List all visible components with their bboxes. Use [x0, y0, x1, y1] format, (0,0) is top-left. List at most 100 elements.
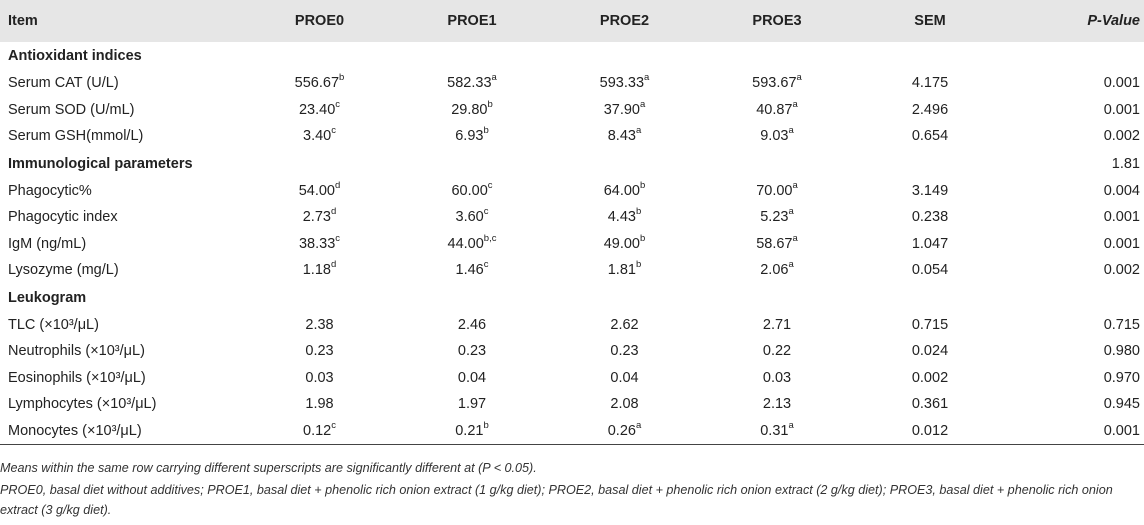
value-cell-proe0: 0.03: [242, 365, 397, 392]
cell-value: 0.23: [305, 343, 334, 360]
cell-value: 0.23: [457, 343, 487, 360]
value-cell-proe1: 29.80b: [397, 97, 547, 124]
value-cell-proe3: 70.00a: [702, 178, 852, 205]
value-cell-proe2: 1.81b: [547, 257, 702, 284]
value-cell-proe0: 54.00d: [242, 178, 397, 205]
table-row: Phagocytic index 2.73d 3.60c 4.43b 5.23a 0.23…: [0, 204, 1144, 231]
cell-value: 2.08: [610, 396, 639, 413]
row-item-label: Monocytes (×10³/μL): [0, 417, 242, 445]
sem-cell: 0.238: [911, 209, 949, 226]
cell-value: 2.62: [610, 316, 639, 333]
significance-superscript: d: [330, 259, 337, 271]
cell-value: 2.73: [302, 209, 331, 226]
cell-value: 9.03: [760, 128, 789, 145]
significance-superscript: a: [635, 125, 642, 137]
results-table: Item PROE0 PROE1 PROE2 PROE3 SEM P-Value…: [0, 0, 1144, 445]
significance-superscript: a: [792, 232, 798, 244]
p-value-cell: 0.002: [1103, 262, 1140, 279]
section-label: Antioxidant indices: [8, 48, 142, 64]
sem-cell: 0.012: [852, 417, 1008, 445]
sem-cell: 1.047: [911, 235, 949, 252]
value-cell-proe0: 38.33c: [242, 231, 397, 258]
sem-cell: 3.149: [911, 182, 949, 199]
cell-value: 5.23: [760, 209, 789, 226]
column-header-proe2: PROE2: [599, 13, 650, 29]
cell-value: 0.23: [610, 343, 639, 360]
value-cell-proe0: 2.38: [242, 312, 397, 339]
row-item-label: Serum SOD (U/mL): [8, 101, 135, 118]
cell-value: 0.03: [762, 369, 792, 386]
p-value-cell: 0.001: [1103, 235, 1140, 252]
column-header-p-value: P-Value: [1087, 13, 1140, 29]
table-row: Lysozyme (mg/L) 1.18d 1.46c 1.81b 2.06a 0.054…: [0, 257, 1144, 284]
section-p-value: 1.81: [1111, 155, 1140, 172]
cell-value: 6.93: [455, 128, 484, 145]
cell-value: 37.90: [603, 101, 640, 118]
section-row: Antioxidant indices: [0, 42, 1144, 70]
significance-superscript: b: [483, 125, 489, 137]
table-row: Phagocytic% 54.00d 60.00c 64.00b 70.00a 3.149…: [0, 178, 1144, 205]
cell-value: 2.71: [762, 316, 792, 333]
cell-value: 0.21: [455, 422, 484, 439]
value-cell-proe1: 582.33a: [397, 70, 547, 97]
significance-superscript: a: [792, 98, 798, 110]
p-value-cell: 0.002: [1103, 128, 1140, 145]
value-cell-proe3: 2.71: [702, 312, 852, 339]
value-cell-proe2: 8.43a: [547, 123, 702, 150]
cell-value: 2.13: [762, 396, 792, 413]
value-cell-proe1: 44.00b,c: [397, 231, 547, 258]
significance-superscript: a: [635, 419, 642, 431]
value-cell-proe2: 64.00b: [547, 178, 702, 205]
column-header-sem: SEM: [914, 13, 946, 29]
cell-value: 2.38: [305, 316, 334, 333]
cell-value: 1.98: [305, 396, 334, 413]
p-value-cell: 0.715: [1103, 316, 1140, 333]
significance-superscript: b: [640, 232, 646, 244]
column-header-item: Item: [8, 13, 38, 29]
value-cell-proe1: 0.04: [397, 365, 547, 392]
value-cell-proe3: 2.06a: [702, 257, 852, 284]
significance-superscript: b: [339, 72, 345, 84]
cell-value: 0.31: [760, 422, 789, 439]
cell-value: 3.40: [303, 128, 332, 145]
value-cell-proe1: 1.97: [397, 391, 547, 418]
p-value-cell: 0.980: [1103, 343, 1140, 360]
row-item-label: IgM (ng/mL): [8, 235, 87, 252]
value-cell-proe2: 4.43b: [547, 204, 702, 231]
significance-superscript: b: [635, 206, 642, 218]
value-cell-proe0: 0.12c: [242, 417, 397, 445]
value-cell-proe1: 2.46: [397, 312, 547, 339]
value-cell-proe0: 0.23: [242, 338, 397, 365]
significance-superscript: a: [491, 72, 497, 84]
significance-superscript: c: [483, 206, 489, 218]
cell-value: 593.67: [752, 75, 797, 92]
cell-value: 593.33: [599, 75, 645, 92]
value-cell-proe2: 2.62: [547, 312, 702, 339]
value-cell-proe2: 49.00b: [547, 231, 702, 258]
footnote-abbreviations: PROE0, basal diet without additives; PRO…: [0, 483, 1113, 517]
row-item-label: Phagocytic index: [8, 209, 118, 226]
sem-cell: 0.024: [911, 343, 949, 360]
footnote-significance: Means within the same row carrying diffe…: [0, 461, 537, 475]
cell-value: 0.22: [762, 343, 792, 360]
cell-value: 1.18: [302, 262, 331, 279]
section-label: Leukogram: [8, 289, 87, 306]
significance-superscript: a: [796, 72, 802, 84]
value-cell-proe1: 1.46c: [397, 257, 547, 284]
table-row: TLC (×10³/μL) 2.38 2.46 2.62 2.71 0.715 0.715: [0, 312, 1144, 339]
cell-value: 1.46: [455, 262, 484, 279]
section-p-value: [1008, 284, 1144, 312]
value-cell-proe1: 60.00c: [397, 178, 547, 205]
p-value-cell: 0.001: [1008, 417, 1144, 445]
value-cell-proe0: 3.40c: [242, 123, 397, 150]
significance-superscript: d: [335, 179, 341, 191]
sem-cell: 4.175: [911, 75, 949, 92]
cell-value: 0.04: [457, 369, 487, 386]
significance-superscript: b: [483, 419, 489, 431]
significance-superscript: a: [788, 419, 794, 431]
significance-superscript: a: [644, 72, 650, 84]
value-cell-proe3: 9.03a: [702, 123, 852, 150]
table-row: Serum CAT (U/L) 556.67b 582.33a 593.33a 593.…: [0, 70, 1144, 97]
cell-value: 0.04: [610, 369, 639, 386]
